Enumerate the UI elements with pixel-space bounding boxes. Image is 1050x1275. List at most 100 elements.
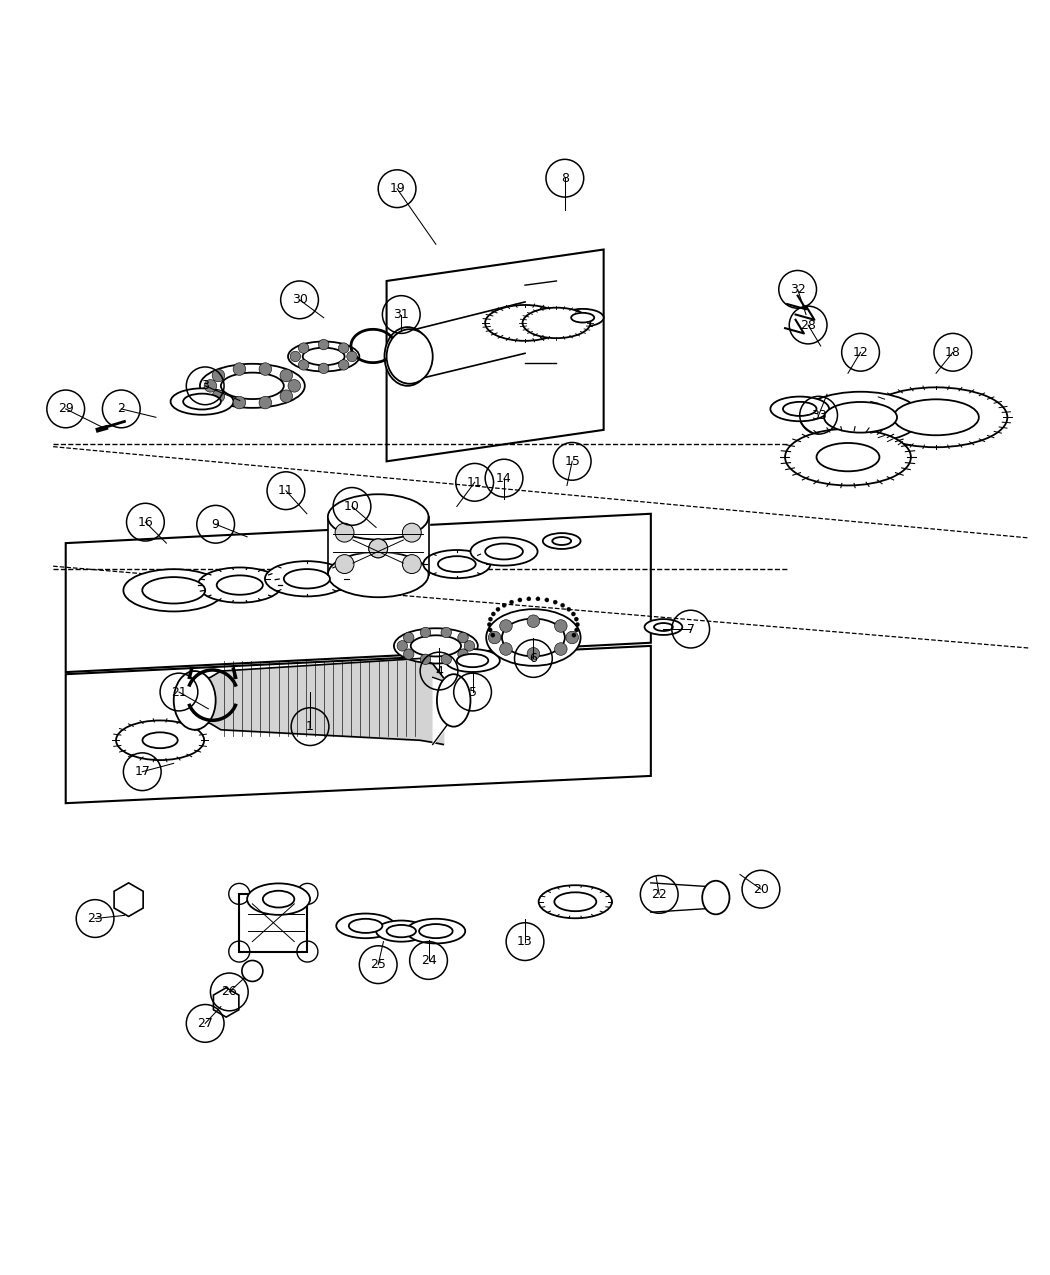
Circle shape [574,627,579,632]
Text: 21: 21 [171,686,187,699]
Ellipse shape [785,428,911,486]
Circle shape [536,597,540,601]
Ellipse shape [216,575,262,594]
Circle shape [575,622,580,626]
Circle shape [553,601,558,604]
Circle shape [490,632,495,638]
FancyArrowPatch shape [411,296,522,326]
Ellipse shape [552,537,571,544]
Ellipse shape [817,442,880,472]
Circle shape [335,555,354,574]
Ellipse shape [486,609,581,666]
Ellipse shape [470,538,538,566]
Ellipse shape [645,620,683,635]
Circle shape [458,649,468,659]
Ellipse shape [183,394,220,409]
Circle shape [338,343,349,353]
Circle shape [509,601,513,604]
Text: 5: 5 [468,686,477,699]
Text: 24: 24 [421,954,437,966]
Circle shape [566,631,579,644]
Circle shape [561,603,565,607]
Circle shape [204,380,216,393]
Text: 6: 6 [529,652,538,666]
Circle shape [346,351,357,362]
Text: 18: 18 [945,346,961,358]
Ellipse shape [523,307,590,338]
Circle shape [298,343,309,353]
Ellipse shape [265,561,349,597]
Circle shape [572,632,576,638]
Ellipse shape [554,892,596,912]
Circle shape [574,617,579,621]
Ellipse shape [143,732,177,748]
Circle shape [554,620,567,632]
Circle shape [288,380,300,393]
Circle shape [318,363,329,374]
Circle shape [527,597,531,601]
Circle shape [571,612,575,616]
Ellipse shape [406,919,465,944]
Ellipse shape [284,569,330,589]
Text: 27: 27 [197,1017,213,1030]
Circle shape [369,539,387,557]
Ellipse shape [328,495,428,539]
Ellipse shape [894,399,979,435]
Ellipse shape [288,342,359,371]
Bar [239,894,308,951]
Circle shape [280,390,293,403]
Text: 8: 8 [561,172,569,185]
Ellipse shape [262,891,294,908]
Text: 10: 10 [344,500,360,513]
Ellipse shape [197,567,281,603]
Circle shape [402,555,421,574]
Ellipse shape [438,556,476,572]
Circle shape [402,523,421,542]
Ellipse shape [783,402,817,416]
Text: 7: 7 [687,622,695,636]
Text: 9: 9 [212,518,219,530]
Ellipse shape [200,363,304,408]
Circle shape [369,539,387,557]
Text: 19: 19 [390,182,405,195]
Text: 11: 11 [467,476,483,488]
Circle shape [464,640,475,652]
Ellipse shape [485,543,523,560]
Circle shape [335,523,354,542]
Circle shape [233,397,246,409]
Circle shape [488,631,501,644]
Ellipse shape [142,578,205,603]
Ellipse shape [824,402,897,432]
Text: 32: 32 [790,283,805,296]
Text: 4: 4 [435,664,443,677]
Circle shape [487,622,491,626]
Text: 22: 22 [651,887,667,901]
Text: 25: 25 [371,959,386,972]
Circle shape [502,603,506,607]
Circle shape [233,363,246,375]
Ellipse shape [539,885,612,918]
Ellipse shape [800,391,922,442]
Circle shape [403,632,414,643]
Ellipse shape [485,305,565,340]
Ellipse shape [117,720,204,760]
Circle shape [212,390,225,403]
Ellipse shape [302,348,344,365]
Circle shape [545,598,549,602]
Text: 28: 28 [800,319,816,332]
Circle shape [500,620,512,632]
Circle shape [441,654,452,664]
Ellipse shape [386,924,416,937]
Circle shape [403,649,414,659]
Ellipse shape [336,913,395,938]
Ellipse shape [865,388,1007,448]
Ellipse shape [702,881,730,914]
Circle shape [259,363,272,375]
Ellipse shape [170,389,233,414]
Circle shape [318,339,329,349]
Ellipse shape [445,649,500,672]
Text: 12: 12 [853,346,868,358]
Text: 20: 20 [753,882,769,895]
Circle shape [488,617,492,621]
Text: 14: 14 [497,472,512,484]
